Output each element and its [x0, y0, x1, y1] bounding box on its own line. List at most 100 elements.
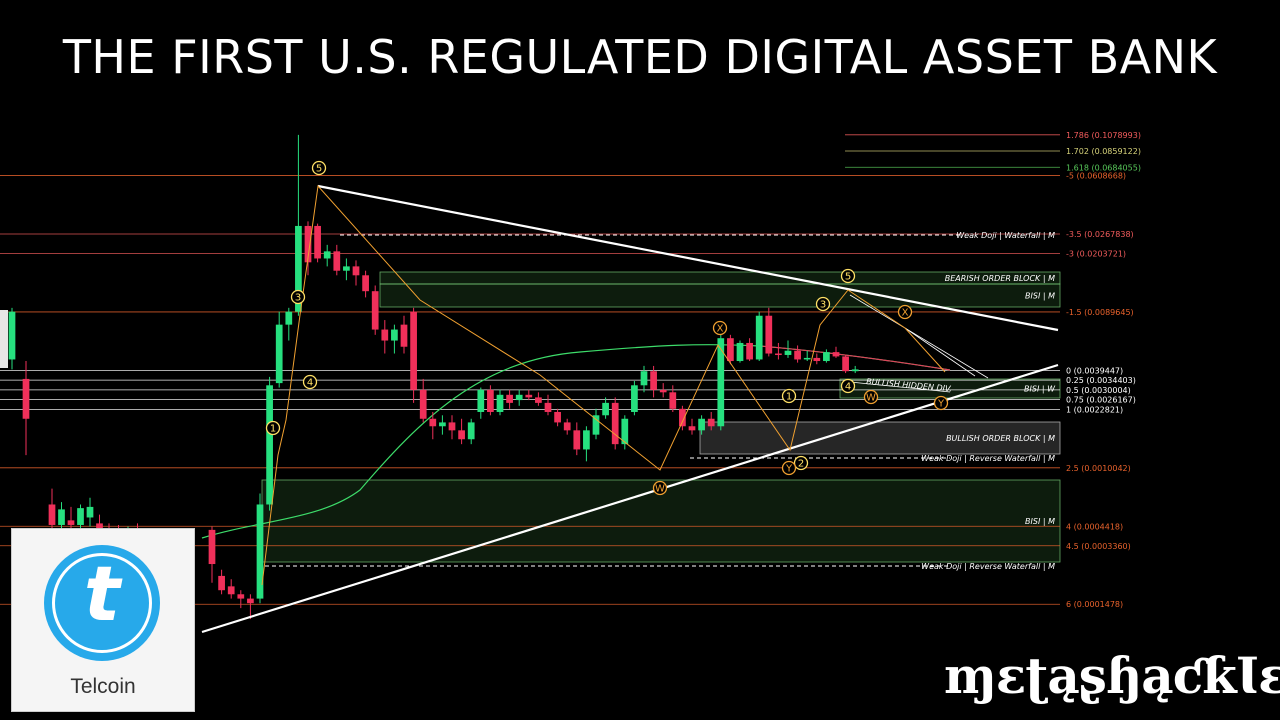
wave-label-circle [781, 460, 797, 476]
candle-body [611, 402, 619, 445]
candle-body [8, 311, 16, 360]
wave-label-circle [781, 388, 797, 404]
candle-body [746, 342, 753, 360]
candle-body [698, 418, 705, 431]
wave-label: 5 [845, 272, 851, 283]
wave-label: 1 [270, 424, 276, 435]
candle-body [775, 353, 782, 356]
candle-body [621, 418, 629, 445]
telcoin-t-icon: t [44, 545, 160, 661]
divergence-line [849, 381, 951, 393]
candle-body [333, 251, 341, 271]
fib-level-label: 1 (0.0022821) [1066, 405, 1123, 414]
candle-body [506, 394, 513, 403]
fib-level-label: 0.5 (0.0030004) [1066, 386, 1131, 395]
candle-body [304, 225, 312, 263]
zone-box [379, 283, 1061, 308]
wave-label: 3 [295, 293, 301, 304]
fib-level-label: 6 (0.0001478) [1066, 600, 1123, 609]
dashed-level-label: Weak Doji | Reverse Waterfall | M [921, 454, 1055, 463]
candle-body [256, 504, 264, 599]
candle-body [794, 350, 801, 360]
candle-body [48, 504, 56, 525]
ascending-trendline [201, 363, 1059, 634]
candle-body [429, 418, 437, 427]
candle-body [362, 275, 369, 292]
candle-body [266, 385, 273, 505]
candle-body [640, 371, 648, 386]
wave-label: 4 [307, 378, 313, 389]
page-title: THE FIRST U.S. REGULATED DIGITAL ASSET B… [62, 30, 1218, 84]
descending-trendline [317, 184, 1059, 332]
fib-level-label: 4 (0.0004418) [1066, 522, 1123, 531]
candle-body [803, 357, 811, 360]
brand-watermark: ɱɛʈąʂɧąƈƙƖɛ [944, 646, 1280, 705]
wave-path [261, 184, 946, 586]
candle-body [275, 324, 283, 384]
fib-level-label: -3.5 (0.0267838) [1066, 230, 1134, 239]
candle-body [208, 529, 216, 565]
wave-label-circle [793, 455, 809, 471]
candle-body [96, 523, 103, 529]
candle-body [67, 520, 75, 525]
wave-label: X [717, 324, 724, 335]
telcoin-logo-card: t Telcoin [11, 528, 195, 712]
fib-level-label: -3 (0.0203721) [1066, 250, 1126, 259]
candle-body [218, 575, 225, 591]
fib-level-label: 4.5 (0.0003360) [1066, 542, 1131, 551]
candle-body [842, 356, 849, 372]
candle-body [487, 389, 494, 412]
candle-body [439, 422, 446, 427]
wave-label: 1 [786, 392, 792, 403]
candle-body [832, 352, 840, 357]
fib-level-label: 2.5 (0.0010042) [1066, 464, 1131, 473]
zone-label: BISI | M [1025, 292, 1055, 301]
fib-level-label: 0.75 (0.0026167) [1066, 396, 1136, 405]
zone-box [699, 421, 1061, 455]
minor-trendline [849, 294, 989, 379]
candle-body [323, 251, 331, 259]
wave-label: 2 [798, 459, 804, 470]
candle-body [765, 315, 773, 354]
candle-body [58, 509, 65, 525]
candle-body [583, 430, 590, 450]
candle-body [77, 508, 84, 525]
candle-body [679, 408, 686, 427]
candle-body [247, 598, 254, 604]
wave-label-circle [652, 480, 668, 496]
wave-label: Y [785, 464, 793, 475]
wave-label: 4 [845, 382, 851, 393]
candle-body [813, 357, 821, 362]
candle-body [525, 394, 533, 398]
zone-label: BULLISH ORDER BLOCK | M [946, 434, 1055, 443]
candle-body [631, 385, 638, 412]
candle-body [659, 389, 667, 393]
candle-body [458, 430, 465, 440]
candle-body [650, 371, 657, 390]
candle-body [823, 352, 830, 362]
candle-body [535, 397, 542, 403]
candle-body [391, 329, 398, 341]
fib-level-label: 0 (0.0039447) [1066, 366, 1123, 375]
dashed-level-label: Weak Doji | Reverse Waterfall | M [921, 562, 1055, 571]
wave-label-circle [815, 296, 831, 312]
minor-trendline [904, 327, 976, 377]
candle-body [371, 291, 379, 330]
wave-label: W [866, 393, 876, 404]
wave-label-circle [933, 395, 949, 411]
candle-body [314, 225, 321, 259]
wave-label: W [655, 484, 665, 495]
candle-body [410, 311, 417, 390]
candle-body [755, 315, 763, 360]
fib-level-label: 1.702 (0.0859122) [1066, 147, 1141, 156]
candle-body [554, 411, 561, 423]
wave-label-circle [840, 378, 856, 394]
candle-body [86, 506, 94, 518]
wave-label-circle [840, 268, 856, 284]
wave-label: Y [937, 399, 945, 410]
candle-body [544, 402, 552, 412]
candle-body [592, 415, 600, 435]
wave-label-circle [897, 304, 913, 320]
wave-label: X [902, 308, 909, 319]
